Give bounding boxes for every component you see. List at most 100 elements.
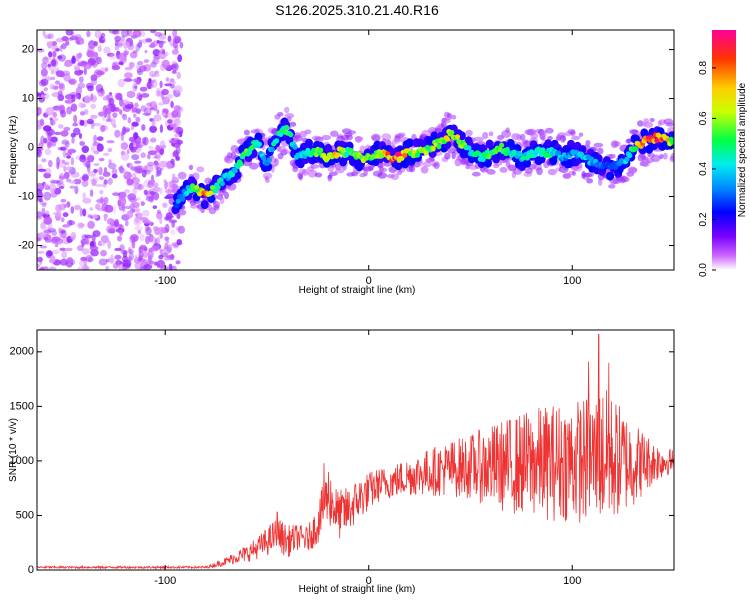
noise-blob (75, 92, 82, 100)
noise-blob (169, 180, 175, 188)
ridge-halo (562, 135, 567, 142)
noise-blob (174, 85, 183, 94)
noise-blob (127, 247, 132, 254)
x-tick-label: 100 (563, 575, 581, 587)
noise-blob (153, 57, 160, 65)
noise-blob (156, 109, 160, 115)
noise-blob (58, 227, 62, 233)
noise-blob (155, 144, 161, 153)
noise-blob (132, 82, 138, 92)
noise-blob (81, 242, 85, 248)
noise-blob (51, 139, 57, 147)
noise-blob (69, 180, 76, 184)
colorbar-tick-label: 0.0 (698, 263, 709, 277)
noise-blob (134, 160, 142, 164)
noise-blob (153, 114, 162, 122)
noise-blob (37, 107, 42, 116)
noise-blob (107, 240, 111, 250)
noise-blob (73, 114, 78, 124)
noise-blob (49, 255, 56, 264)
noise-blob (43, 87, 48, 92)
noise-blob (104, 204, 114, 213)
y-tick-label: -10 (18, 190, 34, 202)
noise-blob (51, 180, 61, 184)
noise-blob (135, 142, 141, 148)
ridge-halo (597, 147, 604, 155)
noise-blob (134, 183, 142, 190)
noise-blob (164, 223, 170, 233)
ridge-core (261, 155, 267, 161)
ridge-core (430, 146, 436, 152)
ridge-halo (651, 154, 661, 163)
noise-blob (52, 111, 58, 118)
noise-blob (154, 70, 160, 75)
snr-marks (37, 333, 674, 570)
noise-blob (96, 143, 104, 152)
noise-blob (96, 136, 104, 142)
ridge-core (269, 146, 275, 153)
y-tick-label: 0 (28, 141, 34, 153)
noise-blob (102, 96, 108, 101)
noise-blob (175, 139, 184, 145)
noise-blob (70, 31, 75, 37)
y-tick-label: 0 (28, 564, 34, 576)
noise-blob (48, 51, 53, 58)
ridge-halo (243, 129, 250, 136)
noise-blob (176, 106, 184, 113)
noise-blob (60, 233, 64, 238)
noise-blob (54, 80, 61, 85)
noise-blob (43, 229, 52, 234)
ridge-halo (421, 129, 431, 138)
noise-blob (59, 45, 63, 52)
noise-blob (52, 65, 57, 74)
noise-blob (148, 70, 157, 78)
noise-blob (159, 124, 163, 134)
noise-blob (134, 85, 138, 89)
noise-blob (98, 111, 105, 117)
noise-blob (44, 226, 52, 231)
y-tick-label: -20 (18, 239, 34, 251)
noise-blob (119, 165, 124, 174)
x-tick-label: -100 (154, 575, 176, 587)
ridge-halo (547, 168, 557, 176)
noise-blob (165, 189, 172, 194)
noise-blob (37, 125, 42, 130)
colorbar-tick-label: 0.6 (698, 111, 709, 125)
noise-blob (50, 58, 59, 68)
noise-blob (82, 208, 87, 217)
noise-blob (153, 187, 161, 193)
ridge-halo (177, 209, 187, 216)
ridge-halo (262, 172, 273, 180)
noise-blob (86, 30, 91, 38)
noise-blob (45, 210, 50, 216)
noise-blob (43, 92, 50, 100)
noise-blob (114, 45, 120, 51)
noise-blob (55, 211, 62, 217)
noise-blob (39, 245, 48, 249)
ridge-halo (544, 127, 554, 134)
noise-blob (96, 56, 103, 65)
noise-blob (142, 112, 151, 116)
noise-blob (123, 78, 133, 82)
noise-blob (124, 104, 134, 109)
noise-blob (82, 197, 92, 204)
noise-blob (133, 132, 139, 140)
noise-blob (153, 191, 159, 201)
noise-blob (74, 66, 81, 71)
noise-blob (95, 84, 104, 93)
noise-blob (171, 49, 179, 55)
noise-blob (96, 198, 106, 205)
noise-blob (82, 192, 86, 200)
noise-blob (156, 166, 162, 175)
noise-blob (124, 220, 129, 227)
noise-blob (93, 41, 98, 47)
noise-blob (160, 91, 165, 100)
noise-blob (97, 45, 102, 52)
noise-blob (84, 95, 91, 104)
noise-blob (81, 175, 86, 182)
noise-blob (90, 145, 96, 153)
noise-blob (167, 35, 172, 43)
noise-blob (141, 38, 148, 44)
noise-blob (55, 48, 60, 52)
